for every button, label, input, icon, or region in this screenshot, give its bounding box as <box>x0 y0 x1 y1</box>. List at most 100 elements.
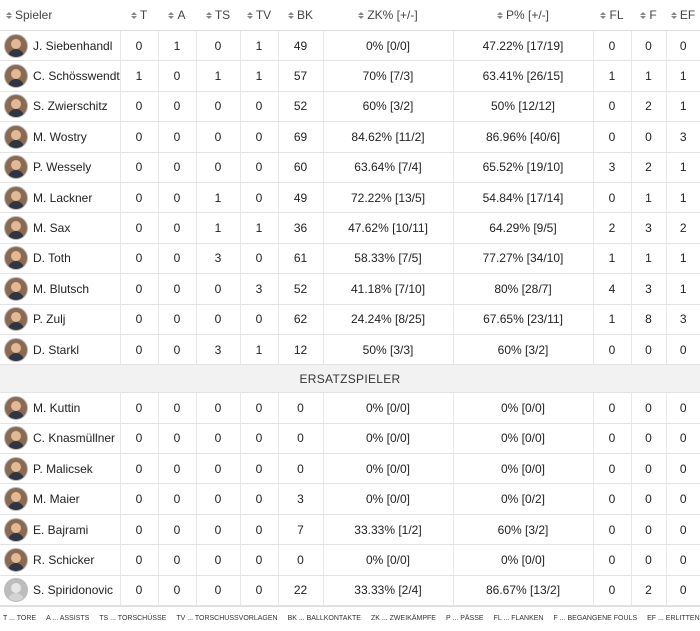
player-row: M. Blutsch 0 0 0 3 52 41.18% [7/10] 80% [28/7] 4… <box>0 273 700 305</box>
player-name: P. Wessely <box>33 160 92 175</box>
stat-fl: 0 <box>593 575 632 607</box>
sort-icon <box>6 12 12 20</box>
player-cell[interactable]: P. Wessely <box>0 152 121 183</box>
stat-bk: 52 <box>278 273 324 305</box>
player-avatar <box>4 94 28 119</box>
column-header-ef[interactable]: EF <box>666 0 700 31</box>
stat-a: 0 <box>158 304 197 335</box>
stat-p: 0% [0/0] <box>453 423 594 455</box>
stat-a: 0 <box>158 243 197 275</box>
player-cell[interactable]: M. Lackner <box>0 182 121 214</box>
stat-tv: 0 <box>240 304 279 335</box>
stat-a: 0 <box>158 483 197 515</box>
stat-bk: 3 <box>278 483 324 515</box>
legend-item: EF ... ERLITTENE FOULS <box>647 615 700 623</box>
column-header-zk[interactable]: ZK% [+/-] <box>323 0 453 31</box>
stat-fl: 1 <box>593 243 632 275</box>
player-cell[interactable]: E. Bajrami <box>0 514 121 546</box>
player-cell[interactable]: M. Wostry <box>0 121 121 153</box>
column-header-label: Spieler <box>15 8 53 22</box>
player-row: S. Spiridonovic 0 0 0 0 22 33.33% [2/4] 86.67% … <box>0 575 700 607</box>
stat-tv: 0 <box>240 423 279 455</box>
stat-zk: 47.62% [10/11] <box>323 212 454 244</box>
stat-tv: 0 <box>240 453 279 485</box>
column-header-label: A <box>177 8 186 22</box>
sort-icon <box>287 12 294 20</box>
stat-a: 0 <box>158 121 197 153</box>
stat-fl: 0 <box>593 423 632 455</box>
stat-t: 0 <box>120 243 159 275</box>
stat-ef: 0 <box>666 334 700 366</box>
player-cell[interactable]: D. Toth <box>0 243 121 275</box>
player-cell[interactable]: M. Maier <box>0 483 121 515</box>
column-header-a[interactable]: A <box>158 0 196 31</box>
stat-ts: 0 <box>196 152 241 183</box>
stat-p: 50% [12/12] <box>453 91 594 123</box>
column-header-p[interactable]: P% [+/-] <box>453 0 593 31</box>
player-avatar <box>4 337 28 362</box>
player-cell[interactable]: S. Zwierschitz <box>0 91 121 123</box>
player-avatar <box>4 487 28 512</box>
player-row: M. Wostry 0 0 0 0 69 84.62% [11/2] 86.96% [40/6… <box>0 121 700 153</box>
stat-f: 3 <box>631 273 667 305</box>
stat-t: 0 <box>120 514 159 546</box>
column-header-player[interactable]: Spieler <box>0 0 120 31</box>
stat-zk: 72.22% [13/5] <box>323 182 454 214</box>
stat-fl: 0 <box>593 544 632 576</box>
stat-a: 0 <box>158 514 197 546</box>
column-header-ts[interactable]: TS <box>196 0 240 31</box>
stat-t: 0 <box>120 483 159 515</box>
column-header-f[interactable]: F <box>631 0 666 31</box>
column-header-bk[interactable]: BK <box>278 0 323 31</box>
stat-fl: 0 <box>593 483 632 515</box>
stat-bk: 57 <box>278 60 324 92</box>
stat-f: 0 <box>631 544 667 576</box>
column-header-t[interactable]: T <box>120 0 158 31</box>
stat-tv: 0 <box>240 152 279 183</box>
player-cell[interactable]: M. Sax <box>0 212 121 244</box>
stat-f: 2 <box>631 152 667 183</box>
player-cell[interactable]: C. Knasmüllner <box>0 423 121 455</box>
stat-fl: 0 <box>593 121 632 153</box>
column-header-fl[interactable]: FL <box>593 0 631 31</box>
stat-a: 0 <box>158 453 197 485</box>
stat-ts: 3 <box>196 243 241 275</box>
stat-t: 0 <box>120 392 159 424</box>
player-name: D. Starkl <box>33 342 80 357</box>
player-cell[interactable]: R. Schicker <box>0 544 121 576</box>
stat-p: 54.84% [17/14] <box>453 182 594 214</box>
stat-a: 0 <box>158 60 197 92</box>
legend-item: A ... ASSISTS <box>46 615 90 623</box>
stat-t: 0 <box>120 182 159 214</box>
player-cell[interactable]: M. Kuttin <box>0 392 121 424</box>
player-row: M. Sax 0 0 1 1 36 47.62% [10/11] 64.29% [9/5] 2 3… <box>0 212 700 244</box>
stat-f: 1 <box>631 182 667 214</box>
player-cell[interactable]: S. Spiridonovic <box>0 575 121 607</box>
player-cell[interactable]: P. Malicsek <box>0 453 121 485</box>
column-header-tv[interactable]: TV <box>240 0 278 31</box>
player-avatar <box>4 124 28 149</box>
stat-f: 1 <box>631 243 667 275</box>
stat-a: 0 <box>158 423 197 455</box>
stat-a: 0 <box>158 212 197 244</box>
stat-ef: 3 <box>666 121 700 153</box>
player-cell[interactable]: M. Blutsch <box>0 273 121 305</box>
player-name: S. Zwierschitz <box>33 99 108 114</box>
player-cell[interactable]: P. Zulj <box>0 304 121 335</box>
legend-item: BK ... BALLKONTAKTE <box>287 615 361 623</box>
stat-ts: 0 <box>196 273 241 305</box>
legend-item: ZK ... ZWEIKÄMPFE <box>370 615 436 623</box>
player-cell[interactable]: D. Starkl <box>0 334 121 366</box>
column-header-label: T <box>139 8 148 22</box>
stat-bk: 0 <box>278 423 324 455</box>
substitutes-heading: ERSATZSPIELER <box>0 364 700 394</box>
stat-tv: 3 <box>240 273 279 305</box>
player-avatar <box>4 185 28 210</box>
stat-fl: 0 <box>593 392 632 424</box>
stat-a: 0 <box>158 392 197 424</box>
player-avatar <box>4 33 28 58</box>
column-header-label: EF <box>679 8 696 22</box>
player-cell[interactable]: C. Schösswendter <box>0 60 121 92</box>
player-cell[interactable]: J. Siebenhandl <box>0 30 121 62</box>
